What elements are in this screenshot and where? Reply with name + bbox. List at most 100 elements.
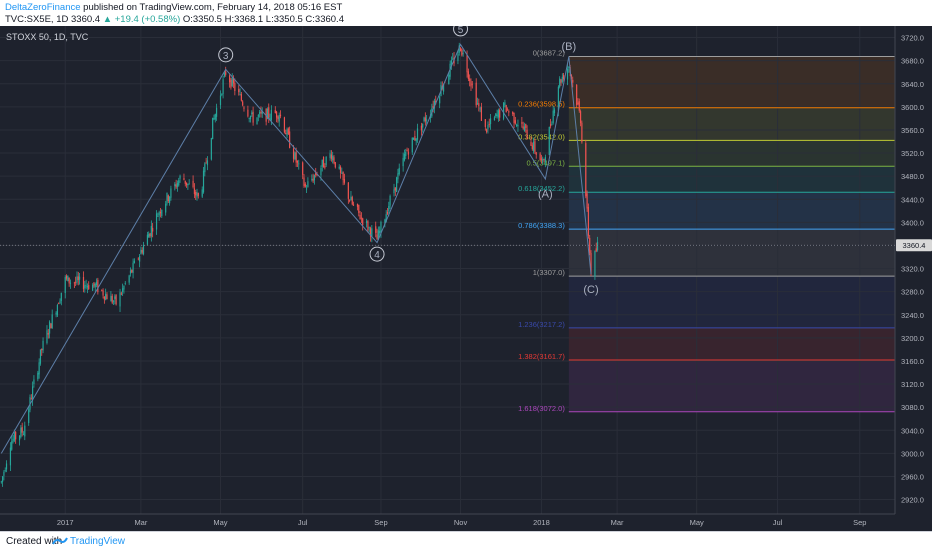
candle-body: [316, 174, 318, 176]
author-link[interactable]: DeltaZeroFinance: [5, 2, 81, 13]
candle-body: [303, 177, 305, 186]
symbol-info: TVC:SX5E, 1D 3360.4 ▲ +19.4 (+0.58%) O:3…: [5, 14, 344, 25]
candle-body: [67, 275, 69, 282]
candle-body: [51, 314, 53, 329]
candle-body: [423, 117, 425, 122]
candle-body: [557, 86, 559, 111]
candle-body: [243, 107, 245, 109]
candle-body: [320, 168, 322, 176]
candle-body: [533, 141, 535, 152]
candle-body: [561, 76, 563, 83]
candle-body: [321, 159, 323, 167]
wave-label: (A): [538, 188, 553, 200]
candle-body: [178, 180, 180, 186]
candle-body: [184, 180, 186, 184]
candle-body: [152, 227, 154, 232]
candle-body: [338, 166, 340, 169]
candle-body: [215, 107, 218, 117]
fib-zone-band: [568, 56, 895, 108]
candle-body: [334, 162, 336, 168]
candle-body: [486, 129, 488, 132]
candle-body: [506, 109, 509, 111]
candle-body: [78, 276, 81, 280]
candle-body: [240, 94, 242, 101]
candle-body: [358, 204, 360, 213]
candle-body: [484, 119, 486, 127]
y-tick-label: 3240.0: [901, 311, 924, 320]
candle-body: [577, 102, 579, 105]
candle-body: [257, 115, 259, 117]
candle-body: [522, 126, 524, 129]
candle-body: [138, 256, 141, 262]
candle-body: [367, 221, 369, 231]
created-with-text: Created with: [6, 536, 63, 547]
candle-body: [155, 213, 158, 230]
candle-body: [416, 128, 419, 140]
y-tick-label: 3160.0: [901, 357, 924, 366]
fib-zone-band: [568, 276, 895, 328]
candle-body: [350, 196, 352, 201]
candle-body: [201, 189, 203, 197]
fib-level-label: 1(3307.0): [533, 268, 566, 277]
candle-body: [222, 79, 224, 94]
candle-body: [349, 200, 351, 202]
candle-body: [101, 289, 103, 291]
ohlc-values: O:3350.5 H:3368.1 L:3350.5 C:3360.4: [182, 14, 344, 25]
candle-body: [503, 103, 505, 119]
candle-body: [566, 68, 569, 80]
candle-body: [132, 262, 134, 274]
x-tick-label: Sep: [853, 518, 866, 527]
fib-zone-band: [568, 166, 895, 193]
x-tick-label: Jul: [298, 518, 308, 527]
candle-body: [493, 117, 496, 121]
candle-body: [467, 71, 469, 79]
candle-body: [278, 115, 280, 122]
candle-body: [540, 158, 543, 160]
candle-body: [590, 252, 592, 275]
candle-body: [542, 158, 544, 161]
candle-body: [576, 84, 578, 105]
fib-zone-band: [568, 327, 895, 360]
candle-body: [283, 117, 286, 133]
candle-body: [366, 220, 368, 223]
candle-body: [359, 214, 361, 220]
candle-body: [188, 183, 190, 185]
candle-body: [497, 110, 499, 118]
price-chart[interactable]: 0(3687.2) 0.236(3598.5) 0.382(3542.0) 0.5(3…: [0, 26, 932, 531]
candle-body: [86, 286, 89, 288]
candle-body: [504, 102, 506, 106]
candle-body: [379, 230, 381, 234]
candle-body: [122, 288, 124, 292]
candle-body: [210, 137, 212, 160]
candle-body: [535, 152, 537, 155]
candle-body: [585, 143, 587, 197]
candle-body: [206, 160, 209, 166]
candle-body: [380, 221, 382, 233]
candle-body: [466, 55, 468, 73]
candle-body: [75, 281, 77, 283]
candle-body: [266, 108, 269, 119]
candle-body: [586, 193, 588, 209]
chart-area[interactable]: 0(3687.2) 0.236(3598.5) 0.382(3542.0) 0.5(3…: [0, 26, 932, 531]
elliott-wave-line: [0, 43, 592, 454]
y-tick-label: 3520.0: [901, 149, 924, 158]
candle-body: [375, 226, 377, 233]
candle-body: [140, 249, 142, 255]
candle-body: [148, 234, 150, 238]
candle-body: [88, 285, 90, 290]
candle-body: [398, 167, 400, 175]
candle-body: [239, 93, 241, 95]
candle-body: [480, 107, 483, 121]
tradingview-link[interactable]: TradingView: [70, 536, 126, 547]
candle-body: [415, 138, 417, 142]
candle-body: [376, 234, 378, 240]
candle-body: [432, 105, 434, 108]
candle-body: [362, 218, 364, 226]
candle-body: [142, 245, 145, 255]
candle-body: [13, 432, 15, 441]
wave-label: (B): [561, 41, 576, 53]
candle-body: [356, 204, 359, 207]
candle-body: [422, 123, 424, 128]
candle-body: [424, 117, 426, 122]
candle-body: [37, 372, 39, 380]
